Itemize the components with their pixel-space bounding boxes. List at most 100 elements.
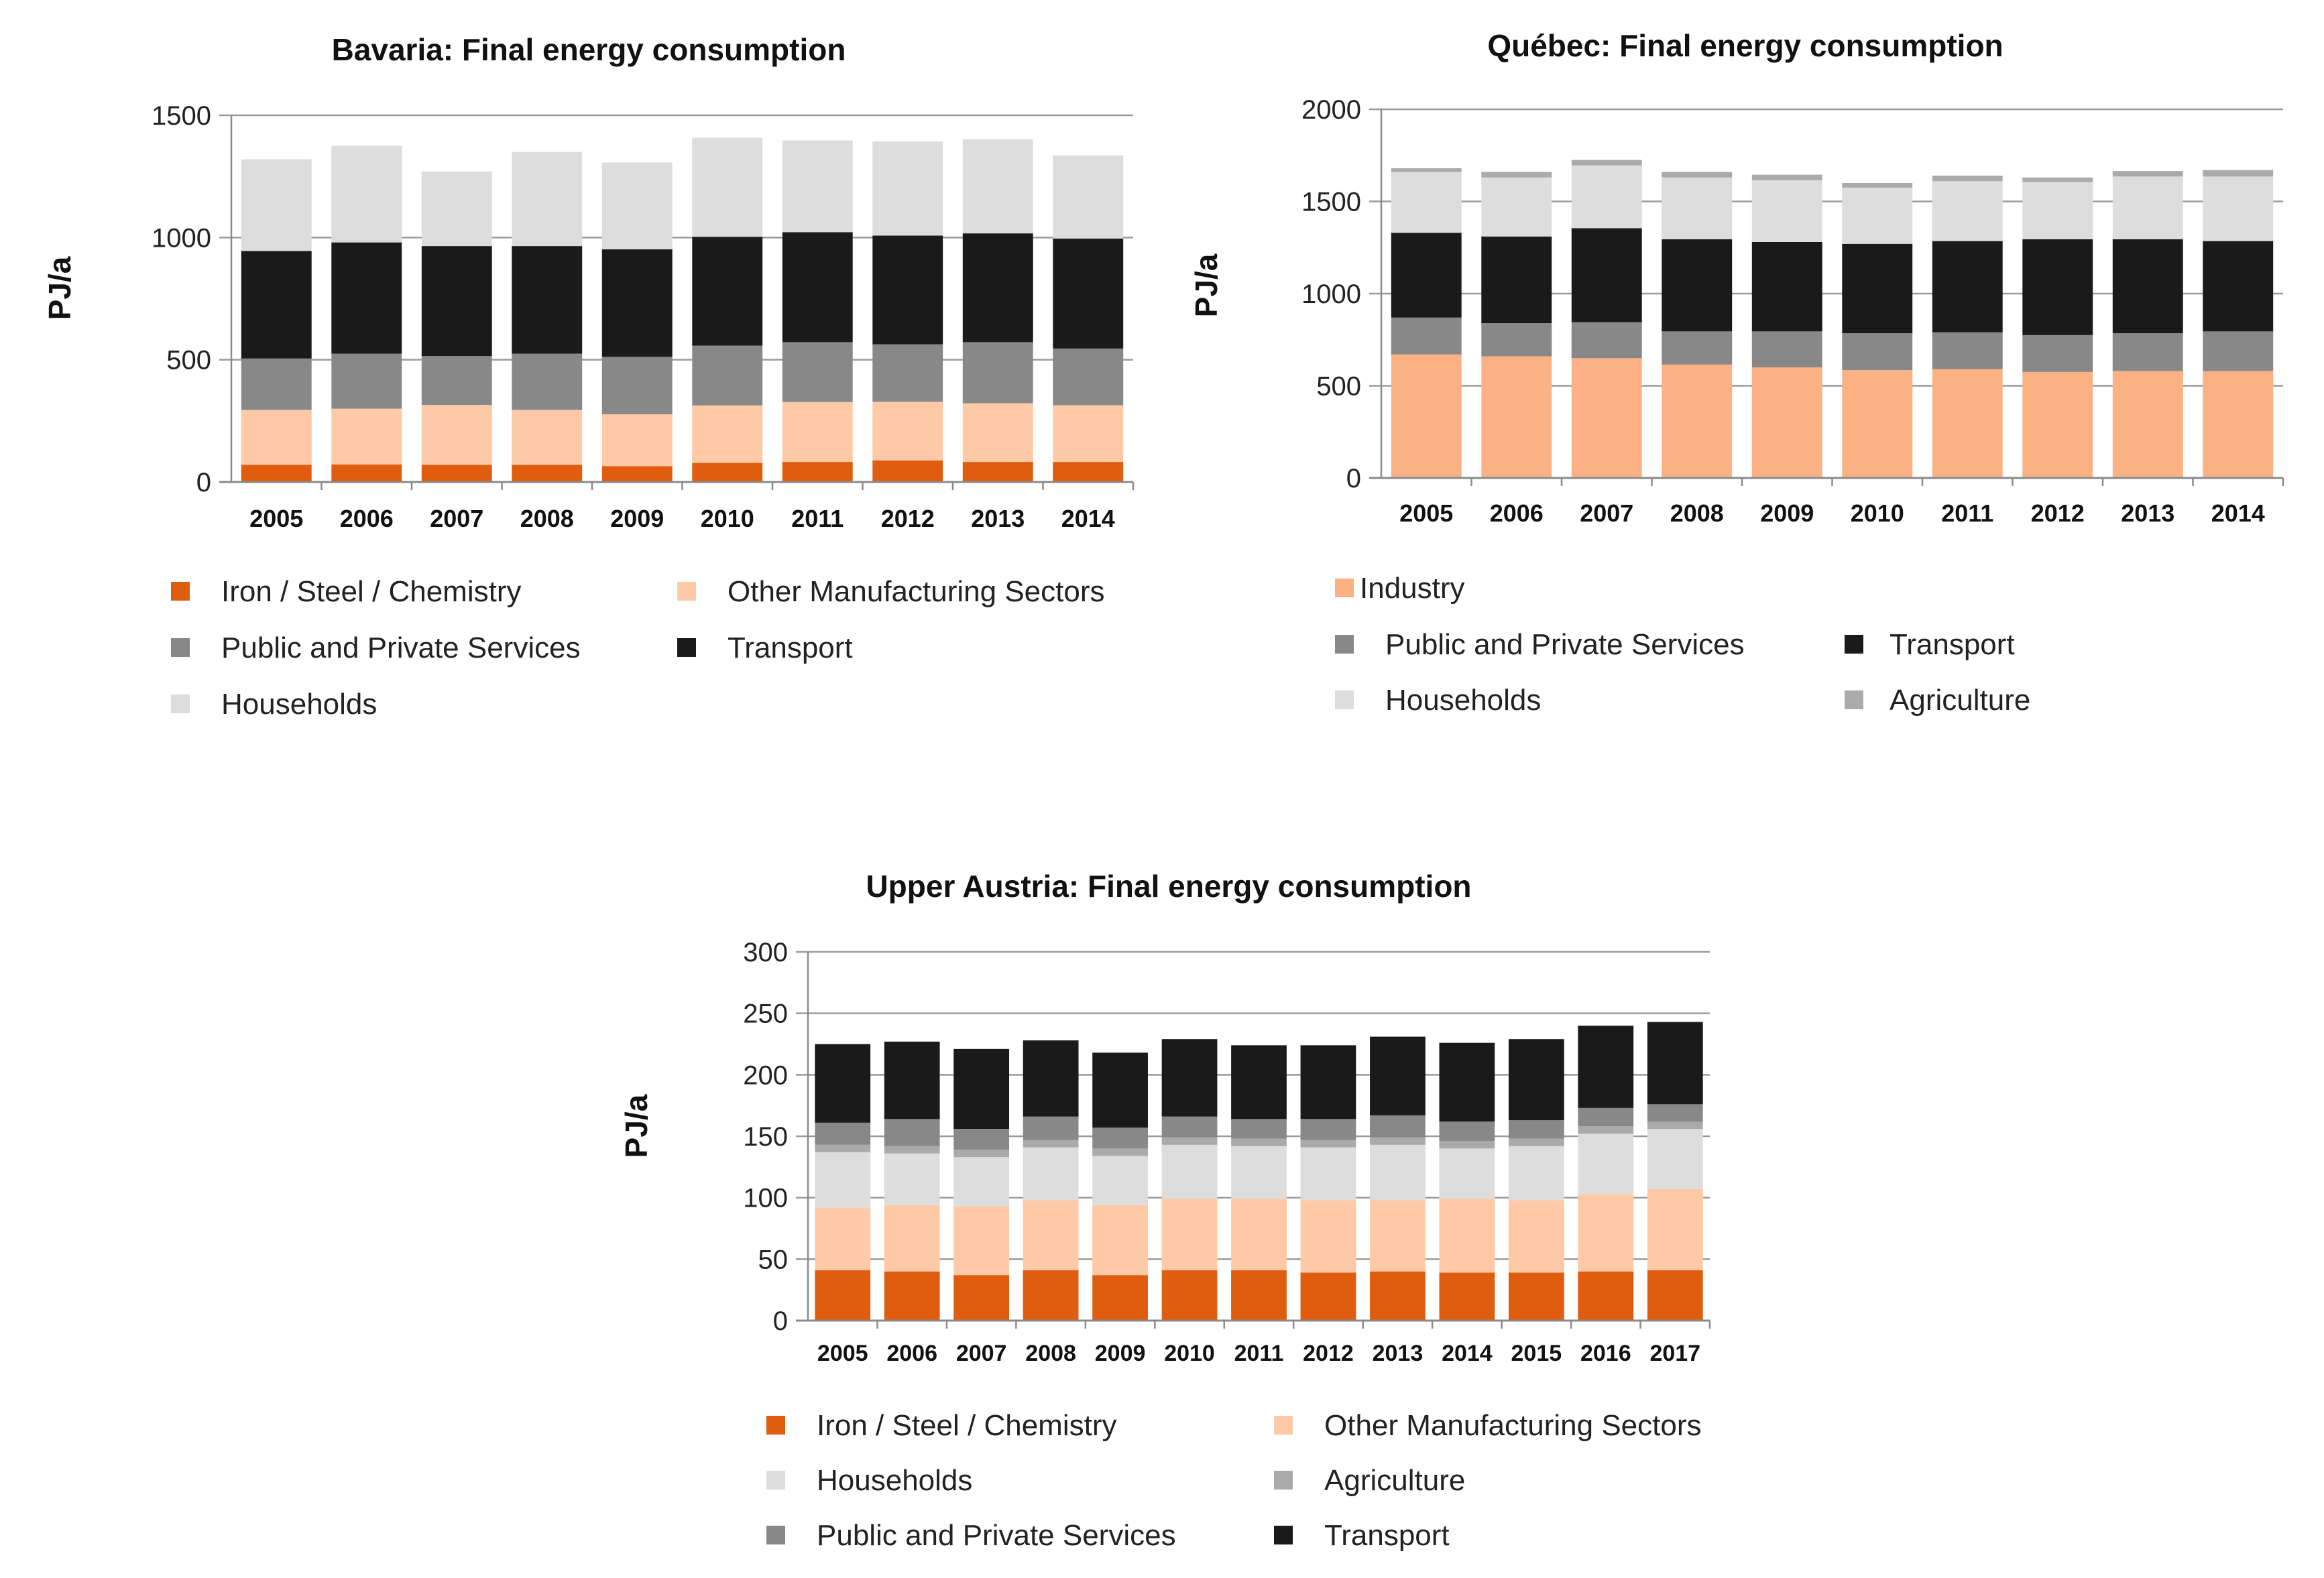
quebec-bar-public-and-private-services-2005 <box>1391 317 1462 355</box>
quebec-y-tick-label: 0 <box>1346 464 1361 493</box>
upper-austria-bar-transport-2007 <box>953 1048 1010 1129</box>
upper-austria-bar-households-2014 <box>1439 1148 1495 1199</box>
upper-austria-legend-label-public-and-private-services: Public and Private Services <box>817 1519 1176 1552</box>
bavaria-bar-households-2008 <box>512 151 583 247</box>
bavaria-bar-households-2011 <box>782 140 853 233</box>
upper-austria-bar-public-and-private-services-2008 <box>1023 1116 1079 1140</box>
upper-austria-bar-iron-steel-chemistry-2006 <box>884 1271 940 1321</box>
upper-austria-bar-other-manufacturing-sectors-2007 <box>953 1206 1010 1276</box>
quebec-x-tick-label-2005: 2005 <box>1399 499 1453 527</box>
bavaria-legend-label-other-manufacturing-sectors: Other Manufacturing Sectors <box>728 575 1104 608</box>
bavaria-bar-transport-2008 <box>512 246 583 354</box>
bavaria-bar-iron-steel-chemistry-2011 <box>782 462 853 482</box>
bavaria-bar-households-2012 <box>872 141 943 236</box>
bavaria-bar-public-and-private-services-2006 <box>331 353 402 409</box>
bavaria-x-tick-label-2008: 2008 <box>520 505 574 532</box>
bavaria-bar-public-and-private-services-2007 <box>421 356 492 406</box>
quebec-bar-industry-2013 <box>2112 371 2183 478</box>
quebec-bar-agriculture-2009 <box>1751 174 1822 180</box>
quebec-x-tick-label-2010: 2010 <box>1851 499 1904 527</box>
bavaria-bar-public-and-private-services-2005 <box>241 358 312 410</box>
upper-austria-bar-public-and-private-services-2007 <box>953 1129 1010 1150</box>
quebec-x-tick-label-2012: 2012 <box>2031 499 2085 527</box>
quebec-bar-households-2005 <box>1391 172 1462 233</box>
bavaria-bar-other-manufacturing-sectors-2010 <box>692 405 763 463</box>
bavaria-bar-other-manufacturing-sectors-2005 <box>241 410 312 465</box>
quebec-bar-households-2011 <box>1932 181 2003 241</box>
bavaria-legend-swatch-households <box>171 694 190 713</box>
upper-austria-bar-agriculture-2005 <box>815 1144 871 1152</box>
bavaria-bar-iron-steel-chemistry-2012 <box>872 460 943 482</box>
bavaria-legend-label-iron-steel-chemistry: Iron / Steel / Chemistry <box>221 575 521 608</box>
upper-austria-y-tick-label: 150 <box>743 1122 788 1152</box>
quebec-bar-agriculture-2013 <box>2112 171 2183 177</box>
bavaria-bar-transport-2014 <box>1053 238 1124 349</box>
quebec-x-tick-label-2009: 2009 <box>1760 499 1814 527</box>
upper-austria-bar-public-and-private-services-2016 <box>1578 1107 1634 1127</box>
quebec-bar-public-and-private-services-2008 <box>1662 331 1733 365</box>
bavaria-y-tick-label: 500 <box>166 346 211 375</box>
bavaria-y-tick-label: 1000 <box>152 223 211 253</box>
upper-austria-x-tick-label-2016: 2016 <box>1580 1341 1631 1366</box>
upper-austria-bar-households-2009 <box>1092 1156 1148 1205</box>
upper-austria-bar-iron-steel-chemistry-2010 <box>1161 1270 1218 1321</box>
quebec-bar-public-and-private-services-2013 <box>2112 333 2183 371</box>
quebec-bar-agriculture-2014 <box>2203 170 2274 177</box>
quebec-bar-industry-2009 <box>1751 367 1822 478</box>
upper-austria-bar-other-manufacturing-sectors-2013 <box>1370 1200 1426 1272</box>
quebec-bar-industry-2014 <box>2203 371 2274 478</box>
upper-austria-bar-households-2008 <box>1023 1147 1079 1201</box>
bavaria-bar-other-manufacturing-sectors-2013 <box>962 403 1033 463</box>
upper-austria-x-tick-label-2017: 2017 <box>1649 1341 1700 1366</box>
bavaria-y-axis-label: PJ/a <box>42 256 77 320</box>
bavaria-bar-iron-steel-chemistry-2013 <box>962 462 1033 482</box>
upper-austria-bar-households-2005 <box>815 1152 871 1208</box>
quebec-bar-industry-2007 <box>1571 358 1642 478</box>
upper-austria-bar-iron-steel-chemistry-2013 <box>1370 1271 1426 1321</box>
upper-austria-bar-public-and-private-services-2005 <box>815 1122 871 1145</box>
bavaria-bar-households-2009 <box>601 162 673 249</box>
quebec-bar-households-2012 <box>2022 182 2093 239</box>
upper-austria-bar-public-and-private-services-2017 <box>1647 1104 1703 1121</box>
bavaria-bar-transport-2010 <box>692 237 763 346</box>
bavaria-bar-other-manufacturing-sectors-2014 <box>1053 405 1124 463</box>
bavaria-legend-swatch-other-manufacturing-sectors <box>677 582 696 601</box>
quebec-legend-label-transport: Transport <box>1890 628 2015 661</box>
bavaria-x-tick-label-2011: 2011 <box>791 505 844 532</box>
upper-austria-bar-transport-2011 <box>1231 1045 1287 1119</box>
bavaria-bar-other-manufacturing-sectors-2009 <box>601 414 673 467</box>
upper-austria-x-tick-label-2008: 2008 <box>1025 1341 1076 1366</box>
bavaria-bar-public-and-private-services-2009 <box>601 357 673 414</box>
upper-austria-bar-agriculture-2014 <box>1439 1141 1495 1149</box>
bavaria-bar-transport-2012 <box>872 235 943 345</box>
upper-austria-bar-transport-2015 <box>1508 1039 1564 1121</box>
upper-austria-bar-households-2012 <box>1300 1147 1356 1201</box>
upper-austria-bar-public-and-private-services-2015 <box>1508 1120 1564 1139</box>
upper-austria-x-tick-label-2006: 2006 <box>886 1341 937 1366</box>
quebec-bar-transport-2005 <box>1391 233 1462 318</box>
quebec-legend-swatch-households <box>1335 690 1354 709</box>
upper-austria-bar-iron-steel-chemistry-2011 <box>1231 1270 1287 1321</box>
quebec-legend-swatch-agriculture <box>1845 690 1863 709</box>
upper-austria-chart-svg: Upper Austria: Final energy consumption P… <box>619 869 1711 1552</box>
quebec-y-tick-label: 1000 <box>1301 280 1361 309</box>
bavaria-legend-label-transport: Transport <box>728 631 853 664</box>
quebec-bar-households-2014 <box>2203 176 2274 241</box>
quebec-legend-label-agriculture: Agriculture <box>1890 684 2030 717</box>
upper-austria-bar-households-2011 <box>1231 1146 1287 1199</box>
upper-austria-chart-title: Upper Austria: Final energy consumption <box>866 869 1471 904</box>
quebec-chart: Québec: Final energy consumption PJ/a 0 500… <box>1162 0 2324 771</box>
bavaria-bar-iron-steel-chemistry-2014 <box>1053 462 1124 482</box>
bavaria-bar-households-2007 <box>421 171 492 247</box>
bavaria-legend-label-households: Households <box>221 688 377 721</box>
bavaria-bar-households-2010 <box>692 137 763 237</box>
upper-austria-bar-transport-2005 <box>815 1044 871 1123</box>
upper-austria-bar-agriculture-2015 <box>1508 1138 1564 1146</box>
upper-austria-bar-other-manufacturing-sectors-2006 <box>884 1205 940 1272</box>
quebec-bar-transport-2010 <box>1842 243 1913 334</box>
upper-austria-x-tick-label-2005: 2005 <box>817 1341 868 1366</box>
quebec-bar-households-2010 <box>1842 187 1913 244</box>
upper-austria-bar-iron-steel-chemistry-2007 <box>953 1275 1010 1321</box>
quebec-legend-label-public-and-private-services: Public and Private Services <box>1385 628 1745 661</box>
upper-austria-bar-other-manufacturing-sectors-2008 <box>1023 1200 1079 1270</box>
